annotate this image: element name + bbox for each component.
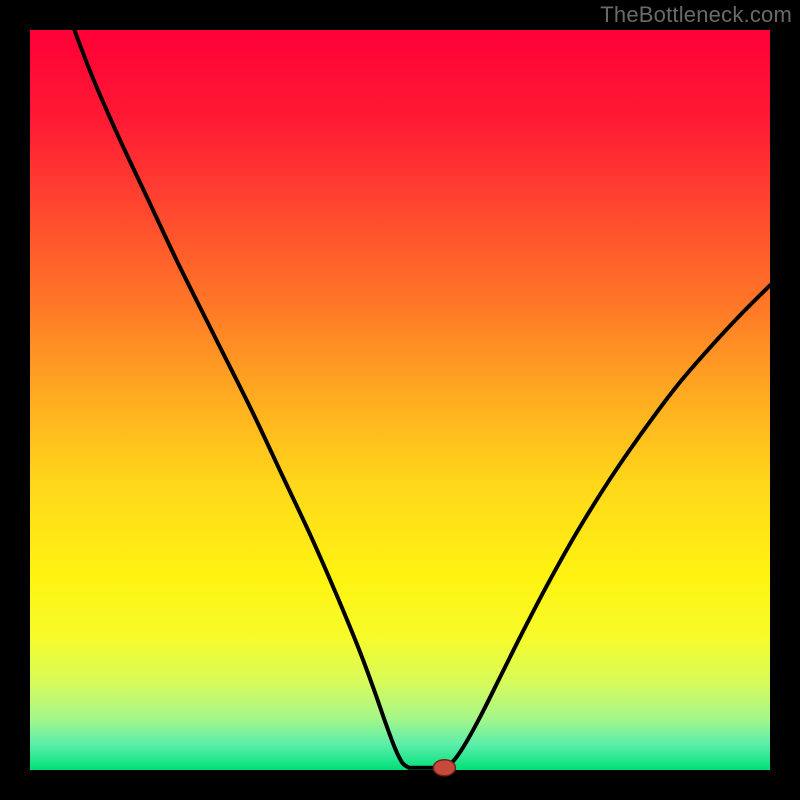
optimal-point-marker <box>433 760 455 776</box>
watermark-text: TheBottleneck.com <box>600 2 792 28</box>
bottleneck-chart <box>0 0 800 800</box>
chart-container: TheBottleneck.com <box>0 0 800 800</box>
gradient-plot-area <box>30 30 770 770</box>
